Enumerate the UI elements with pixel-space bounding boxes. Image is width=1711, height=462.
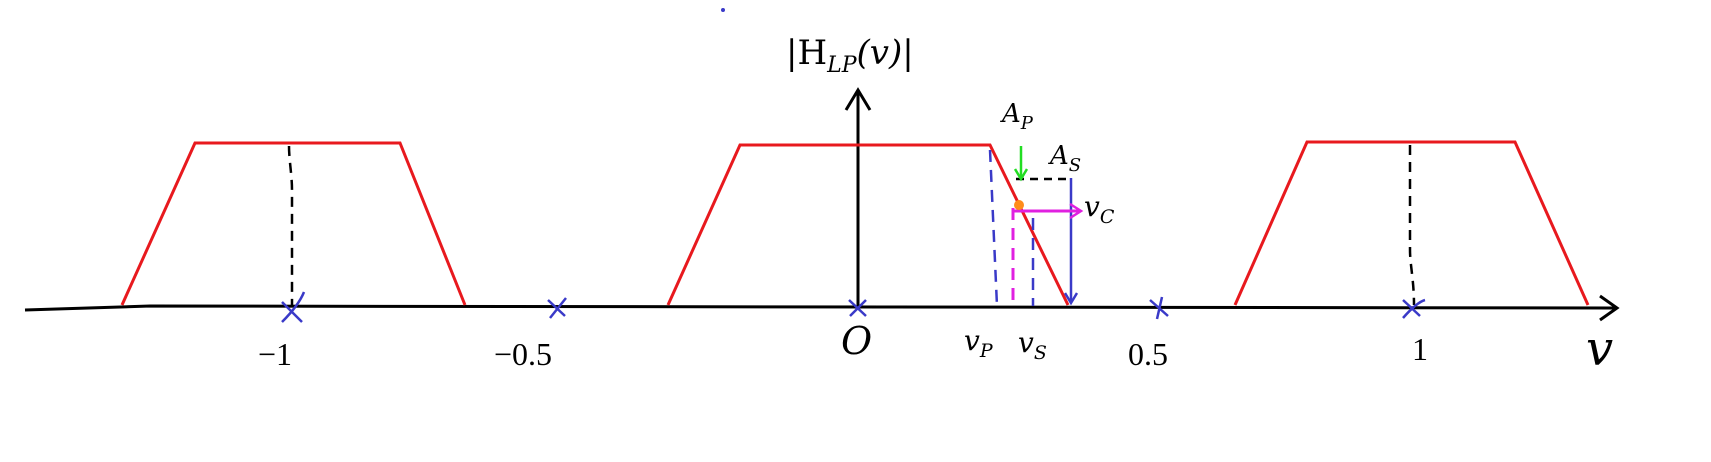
y-axis-label: |HLP(v)| [786, 33, 914, 78]
trapezoid-center [668, 145, 1068, 305]
guide-dash-one [1410, 145, 1414, 305]
vp-label-sub: P [979, 340, 994, 362]
ap-label-base: A [1000, 99, 1021, 129]
trapezoid-right [1235, 142, 1588, 305]
y-axis-label-suffix: (v)| [857, 33, 914, 73]
vp-label-base: v [964, 324, 980, 357]
y-axis-label-prefix: |H [786, 33, 827, 73]
tick-label-one: 1 [1412, 331, 1428, 367]
y-axis-label-sub: LP [826, 53, 858, 78]
vc-label: vC [1084, 190, 1115, 228]
x-axis [25, 306, 1615, 310]
as-label: AS [1048, 141, 1081, 176]
ap-label-sub: P [1020, 113, 1034, 134]
vs-label: vS [1018, 326, 1047, 364]
vc-label-sub: C [1100, 206, 1115, 228]
tick-label-half: 0.5 [1128, 336, 1168, 372]
trapezoid-left [122, 143, 465, 305]
as-label-base: A [1048, 141, 1069, 171]
origin-label: O [841, 319, 872, 363]
guide-dash-minus-one [289, 146, 292, 305]
vp-dashed-line [990, 150, 997, 306]
x-axis-label: v [1586, 321, 1613, 377]
vp-label: vP [964, 324, 994, 362]
as-label-sub: S [1069, 155, 1081, 176]
stray-dot [721, 8, 725, 12]
vc-label-base: v [1084, 190, 1100, 223]
cutoff-point [1014, 200, 1024, 210]
ap-label: AP [1000, 99, 1034, 134]
tick-label-minus-half: −0.5 [494, 336, 552, 372]
vs-label-base: v [1018, 326, 1034, 359]
vs-label-sub: S [1034, 342, 1047, 364]
tick-label-minus-one: −1 [258, 336, 292, 372]
